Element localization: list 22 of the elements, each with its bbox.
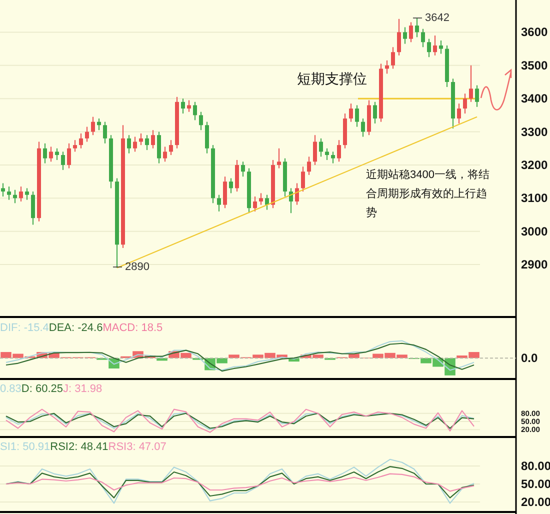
text: 0.83 bbox=[0, 383, 22, 395]
series-label: J: 31.98 bbox=[63, 383, 102, 395]
text: RSI3: 47.07 bbox=[108, 441, 166, 453]
series-label: SI1: 50.91 bbox=[0, 441, 50, 453]
y-tick-label: 3300 bbox=[521, 124, 548, 139]
series-label: DIF: -15.4 bbox=[0, 322, 49, 334]
y-tick-label: 2900 bbox=[521, 258, 548, 272]
y-tick-label: 3200 bbox=[521, 158, 548, 172]
y-tick-label: 3100 bbox=[521, 191, 548, 206]
y-tick-label: 3400 bbox=[521, 92, 548, 106]
y-tick-label: 3500 bbox=[521, 58, 548, 72]
y-tick-label: 3600 bbox=[521, 25, 548, 40]
annotation: 2890 bbox=[125, 261, 150, 273]
ref-line-label: 短期支撑位 bbox=[297, 70, 367, 87]
y-tick-label: 3000 bbox=[521, 224, 548, 238]
annotation: 3642 bbox=[425, 12, 450, 24]
ref-line-label: 0.0 bbox=[521, 351, 538, 366]
series-label: DEA: -24.6 bbox=[48, 322, 103, 334]
series-label: D: 60.25 bbox=[21, 383, 64, 395]
series-label: MACD: 18.5 bbox=[102, 322, 163, 334]
series-label: RSI2: 48.41 bbox=[50, 441, 108, 453]
annotation: 近期站稳3400一线，将结合周期形成有效的上行趋势 bbox=[366, 168, 490, 219]
